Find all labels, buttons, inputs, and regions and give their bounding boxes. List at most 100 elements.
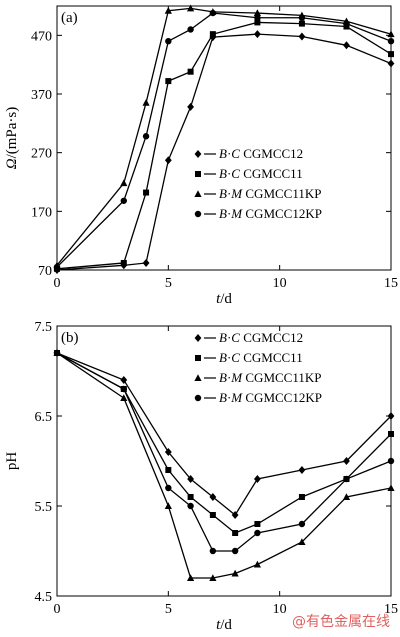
data-point-triangle [164, 6, 172, 14]
x-tick-label: 5 [165, 276, 172, 291]
data-point-square [120, 259, 127, 266]
data-point-diamond [254, 475, 261, 483]
data-point-square [187, 494, 194, 500]
data-point-diamond [254, 30, 261, 39]
legend-label: B·C CGMCC12 [219, 330, 303, 345]
y-axis-label: Ω/(mPa·s) [4, 107, 20, 170]
data-point-square [165, 78, 172, 85]
legend-label: B·C CGMCC11 [219, 350, 303, 365]
data-point-triangle [209, 574, 217, 581]
y-tick-label: 70 [38, 264, 52, 279]
data-point-diamond [142, 258, 150, 267]
data-point-diamond [120, 376, 128, 384]
panel-label: (a) [61, 10, 78, 26]
series-line-square [56, 352, 392, 534]
y-tick-label: 470 [31, 29, 52, 44]
data-point-square [232, 530, 239, 536]
data-point-square [298, 494, 305, 500]
data-point-square [209, 31, 216, 38]
data-point-diamond [209, 493, 217, 501]
data-point-circle [142, 133, 150, 140]
series-line-triangle [56, 7, 392, 266]
data-point-square [298, 20, 305, 27]
y-tick-label: 6.5 [35, 410, 53, 425]
data-point-diamond [298, 466, 306, 474]
legend-label: B·M CGMCC11KP [219, 370, 322, 385]
data-point-square [254, 19, 261, 26]
data-point-triangle [253, 560, 261, 568]
data-point-triangle [387, 484, 395, 491]
x-tick-label: 15 [384, 276, 398, 291]
y-tick-label: 370 [31, 88, 52, 103]
series-line-circle [56, 12, 392, 268]
series-line-circle [56, 352, 392, 552]
data-point-circle [231, 547, 239, 555]
x-axis-label: t/d [216, 617, 232, 633]
y-tick-label: 4.5 [35, 590, 53, 605]
data-point-diamond [387, 412, 395, 420]
data-point-circle [165, 38, 172, 45]
y-tick-label: 170 [31, 205, 52, 220]
data-point-circle [254, 14, 261, 21]
legend-marker-circle [194, 394, 202, 402]
x-axis-label: t/d [216, 291, 232, 307]
chart-panel-a: 0 5 10 15 70 170 270 370 470 (a) t/d Ω/(mPa·s) B·C C… [4, 4, 398, 307]
data-point-circle [120, 197, 128, 204]
data-point-square [388, 51, 394, 58]
data-point-circle [53, 263, 61, 271]
data-point-circle [387, 457, 395, 465]
data-point-circle [298, 520, 306, 528]
data-point-circle [343, 475, 350, 483]
data-point-square [187, 68, 194, 75]
data-point-circle [165, 484, 172, 492]
legend-label: B·C CGMCC11 [219, 166, 303, 181]
x-tick-label: 15 [384, 602, 398, 617]
data-point-triangle [120, 394, 128, 401]
data-point-square [209, 512, 216, 518]
data-point-diamond [343, 457, 350, 465]
data-point-triangle [120, 179, 128, 187]
legend-marker-square [195, 355, 201, 361]
y-tick-label: 5.5 [35, 500, 53, 515]
data-point-circle [387, 38, 395, 45]
plot-frame [56, 5, 392, 271]
data-point-circle [209, 547, 217, 555]
y-tick-label: 270 [31, 147, 52, 162]
data-point-circle [120, 385, 128, 393]
panel-label: (b) [61, 330, 79, 346]
data-point-square [165, 467, 172, 473]
x-tick-label: 10 [273, 276, 287, 291]
legend-label: B·C CGMCC12 [219, 146, 303, 161]
data-point-square [143, 189, 150, 196]
data-point-circle [53, 349, 61, 357]
series-line-square [56, 21, 392, 270]
legend-label: B·M CGMCC12KP [219, 390, 322, 405]
x-tick-label: 0 [54, 276, 61, 291]
data-point-triangle [187, 574, 195, 581]
data-point-circle [187, 26, 194, 33]
data-point-diamond [187, 475, 194, 483]
legend-marker-diamond [194, 150, 202, 158]
legend-marker-triangle [194, 190, 202, 197]
data-point-circle [187, 502, 194, 510]
data-point-circle [343, 20, 350, 27]
data-point-square [388, 431, 394, 437]
x-tick-label: 5 [165, 602, 172, 617]
series-line-diamond [56, 33, 392, 271]
data-point-triangle [387, 30, 395, 38]
data-point-diamond [187, 102, 194, 111]
x-tick-label: 10 [273, 602, 287, 617]
legend-label: B·M CGMCC11KP [219, 186, 322, 201]
series-line-diamond [56, 352, 392, 516]
plot-frame [56, 325, 392, 597]
data-point-diamond [298, 32, 306, 41]
chart-panel-b: 0 5 10 15 4.5 5.5 6.5 7.5 (b) t/d pH B·C CGMCC12 B·C… [4, 320, 398, 633]
data-point-diamond [231, 511, 239, 519]
data-point-triangle [187, 4, 195, 12]
data-point-circle [209, 9, 217, 17]
data-point-triangle [298, 538, 306, 545]
data-point-triangle [253, 9, 261, 17]
series-line-triangle [56, 352, 392, 579]
data-point-triangle [231, 569, 239, 577]
